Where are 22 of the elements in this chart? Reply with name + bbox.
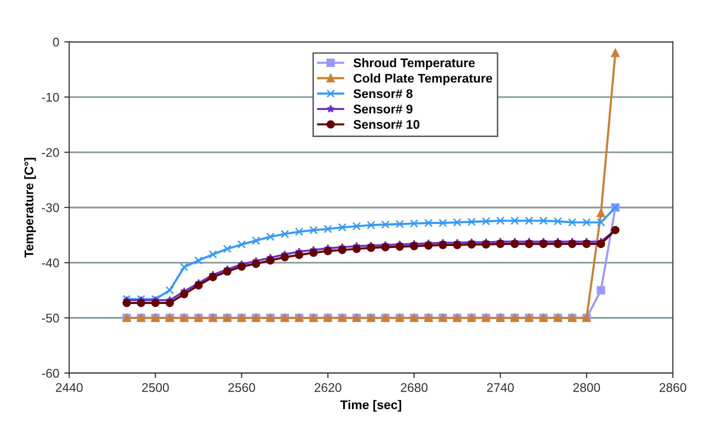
- x-axis-title: Time [sec]: [340, 400, 402, 412]
- legend-label: Sensor# 10: [354, 120, 420, 129]
- y-tick-label: -40: [42, 258, 59, 268]
- x-tick-label: 2740: [487, 383, 514, 392]
- y-tick-label: -10: [42, 92, 59, 102]
- y-tick-label: -60: [42, 368, 59, 378]
- y-tick-label: -50: [42, 314, 59, 323]
- legend-label: Sensor# 9: [354, 104, 412, 114]
- y-tick-label: -20: [42, 148, 59, 157]
- y-axis-title: Temperature [C°]: [24, 158, 36, 258]
- legend-label: Sensor# 8: [354, 89, 413, 98]
- legend-label: Cold Plate Temperature: [354, 73, 492, 86]
- legend-label: Shroud Temperature: [354, 58, 475, 70]
- x-tick-label: 2620: [314, 383, 342, 392]
- x-tick-label: 2500: [142, 383, 169, 392]
- x-tick-label: 2680: [400, 383, 428, 392]
- x-tick-label: 2860: [660, 383, 686, 392]
- y-tick-label: -30: [42, 203, 59, 212]
- x-tick-label: 2800: [573, 383, 600, 392]
- x-tick-label: 2560: [228, 383, 256, 392]
- x-tick-label: 2440: [56, 383, 83, 392]
- y-tick-label: 0: [53, 38, 59, 47]
